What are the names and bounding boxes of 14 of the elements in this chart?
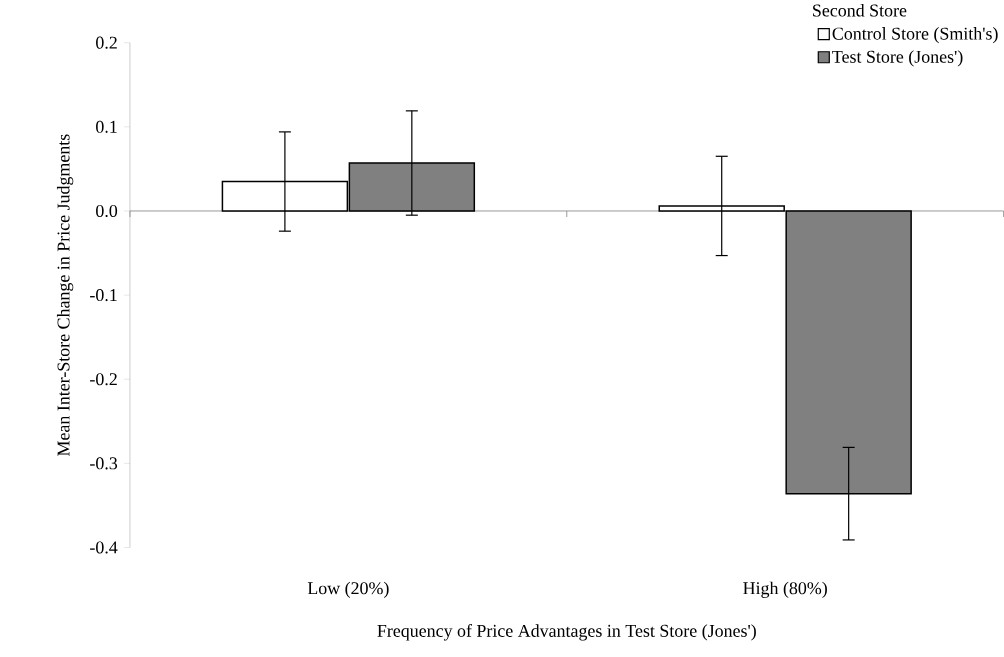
y-axis-title: Mean Inter-Store Change in Price Judgments <box>56 134 74 456</box>
legend-label: Test Store (Jones') <box>832 49 963 67</box>
y-tick-label: -0.3 <box>90 457 118 470</box>
y-tick-label: -0.2 <box>90 372 117 386</box>
legend-label: Control Store (Smith's) <box>832 26 998 44</box>
legend-title: Second Store <box>813 3 907 17</box>
y-tick-label: 0.2 <box>96 36 117 49</box>
y-tick-label: -0.4 <box>90 541 118 554</box>
y-tick-label: 0.1 <box>96 120 117 133</box>
y-tick-label: 0.0 <box>96 204 118 217</box>
x-tick-label: High (80%) <box>743 581 827 598</box>
x-axis-title: Frequency of Price Advantages in Test Store (Jones') <box>377 623 756 641</box>
x-tick-label: Low (20%) <box>307 581 389 598</box>
y-tick-label: -0.1 <box>90 288 117 301</box>
